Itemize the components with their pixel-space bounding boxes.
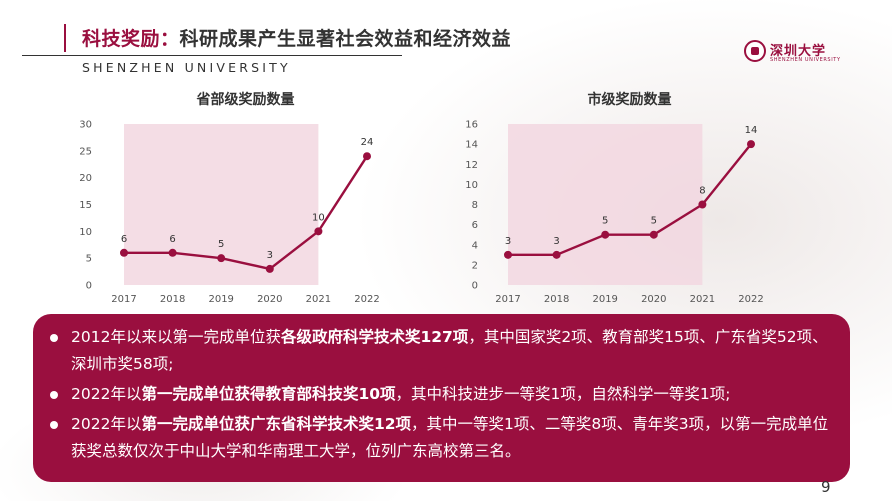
chart-1-point-3 (265, 264, 274, 273)
chart-2-data-label-3: 5 (651, 216, 657, 227)
chart-2-ytick-4: 8 (472, 200, 478, 211)
logo-name-cn: 深圳大学 (770, 44, 827, 59)
chart-1-title: 省部级奖励数量 (196, 91, 295, 108)
chart-2-point-4 (698, 200, 707, 209)
chart-2-ytick-6: 12 (465, 160, 478, 171)
chart-1-xtick-4: 2021 (306, 294, 331, 305)
chart-2-point-1 (552, 250, 561, 259)
title-main: 科研成果产生显著社会效益和经济效益 (179, 28, 512, 50)
bullet-item-1: 2012年以来以第一完成单位获各级政府科学技术奖127项，其中国家奖2项、教育部… (50, 324, 834, 378)
chart-1-ytick-2: 10 (79, 227, 92, 238)
logo-name-en: SHENZHEN UNIVERSITY (770, 57, 841, 63)
chart-1-ytick-6: 30 (79, 120, 92, 131)
chart-2-xtick-2: 2019 (592, 294, 617, 305)
chart-1-point-1 (168, 248, 177, 257)
chart-1-ytick-1: 5 (86, 254, 92, 265)
chart-2-ytick-7: 14 (465, 140, 478, 151)
header-rule (22, 55, 402, 56)
bullet-item-2: 2022年以第一完成单位获得教育部科技奖10项，其中科技进步一等奖1项，自然科学… (50, 381, 834, 408)
chart-2-ytick-5: 10 (465, 180, 478, 191)
chart-1-xtick-0: 2017 (111, 294, 136, 305)
chart-2-xtick-1: 2018 (544, 294, 569, 305)
summary-box: 2012年以来以第一完成单位获各级政府科学技术奖127项，其中国家奖2项、教育部… (33, 314, 850, 482)
chart-1-data-label-1: 6 (169, 234, 175, 245)
chart-2-ytick-2: 4 (472, 240, 478, 251)
bullet-item-3: 2022年以第一完成单位获广东省科学技术奖12项，其中一等奖1项、二等奖8项、青… (50, 411, 834, 465)
chart-2-xtick-3: 2020 (641, 294, 666, 305)
chart-1-data-label-2: 5 (218, 239, 224, 250)
chart-1-ytick-0: 0 (86, 281, 92, 292)
chart-2-point-0 (504, 250, 512, 259)
chart-2-point-3 (649, 230, 658, 239)
page-number: 9 (821, 478, 831, 496)
chart-1-xtick-5: 2022 (354, 294, 379, 305)
chart-2-data-label-0: 3 (505, 236, 511, 247)
chart-1-xtick-2: 2019 (208, 294, 233, 305)
title-accent-bar (64, 24, 66, 52)
chart-2-ytick-8: 16 (465, 120, 478, 131)
university-logo: 深圳大学 SHENZHEN UNIVERSITY (744, 40, 840, 64)
chart-2-data-label-2: 5 (602, 216, 608, 227)
chart-2-ytick-3: 6 (472, 220, 478, 231)
chart-1-point-0 (120, 248, 128, 257)
page-subtitle: SHENZHEN UNIVERSITY (82, 60, 291, 75)
chart-2-xtick-4: 2021 (690, 294, 715, 305)
chart-2-series-line (508, 143, 752, 257)
chart-1-xtick-1: 2018 (160, 294, 185, 305)
chart-1-data-label-5: 24 (361, 137, 374, 148)
chart-2-data-label-1: 3 (553, 236, 559, 247)
chart-2-data-label-5: 14 (745, 125, 758, 136)
chart-2-ytick-1: 2 (472, 260, 478, 271)
page-title: 科技奖励：科研成果产生显著社会效益和经济效益 (82, 24, 511, 51)
title-prefix: 科技奖励： (82, 28, 180, 50)
chart-2-ytick-0: 0 (472, 281, 478, 292)
chart-2-data-label-4: 8 (699, 186, 705, 197)
chart-1-data-label-4: 10 (312, 212, 325, 223)
chart-1-data-label-3: 3 (267, 250, 273, 261)
chart-1-point-2 (217, 254, 226, 263)
chart-1-ytick-3: 15 (79, 200, 92, 211)
chart-1-point-5 (363, 152, 371, 161)
chart-2-xtick-0: 2017 (495, 294, 520, 305)
chart-2-title: 市级奖励数量 (588, 91, 672, 108)
chart-1-point-4 (314, 227, 323, 236)
chart-2-point-5 (747, 140, 755, 149)
chart-2-highlight-band (508, 124, 703, 285)
chart-2-point-2 (601, 230, 610, 239)
chart-1-data-label-0: 6 (121, 234, 127, 245)
chart-1-ytick-4: 20 (79, 173, 92, 184)
chart-1-ytick-5: 25 (79, 146, 92, 157)
chart-1-series-line (124, 155, 369, 271)
seal-icon (744, 40, 766, 62)
chart-1-xtick-3: 2020 (257, 294, 282, 305)
chart-2-xtick-5: 2022 (738, 294, 763, 305)
